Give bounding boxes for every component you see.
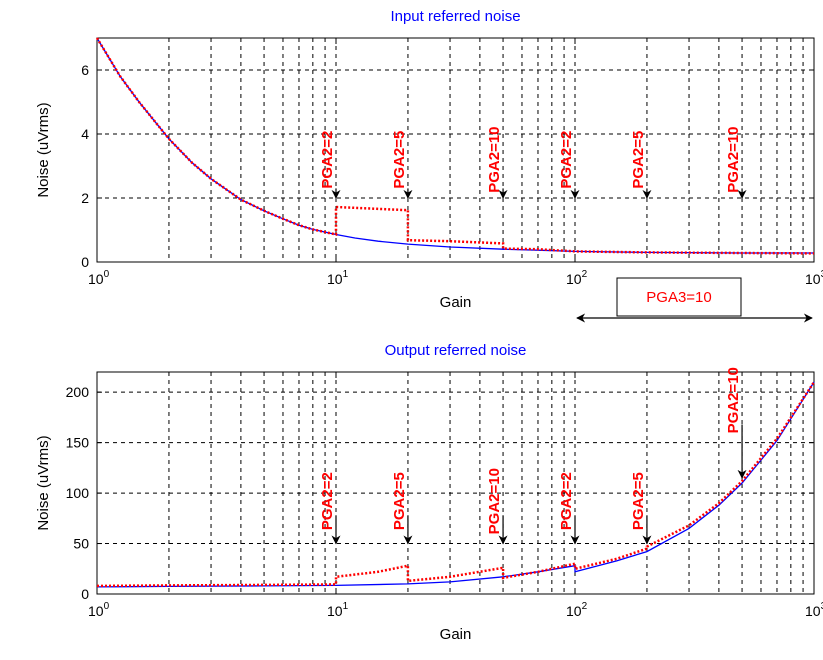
chart-1-series-0-line <box>96 381 815 588</box>
chart-1-annotation-label: PGA2=5 <box>630 472 647 530</box>
chart-0-y-tick-label: 4 <box>81 126 89 142</box>
chart-1-y-tick-label: 200 <box>66 384 90 400</box>
chart-1-title: Output referred noise <box>385 342 527 359</box>
chart-1-plot-area <box>96 371 815 595</box>
chart-0-y-axis-label: Noise (uVrms) <box>35 102 52 197</box>
chart-1-x-tick-label: 101 <box>327 601 349 619</box>
chart-1-annotation-label: PGA2=5 <box>391 472 408 530</box>
chart-0-annotation-label: PGA2=5 <box>630 131 647 189</box>
chart-0-annotation-label: PGA2=10 <box>725 126 742 192</box>
chart-0-x-tick-label: 100 <box>88 269 110 287</box>
chart-0-y-tick-label: 6 <box>81 62 89 78</box>
chart-0-y-tick-label: 0 <box>81 254 89 270</box>
chart-1-y-tick-label: 150 <box>66 435 90 451</box>
chart-1-y-tick-label: 0 <box>81 586 89 602</box>
chart-1-x-axis-label: Gain <box>440 626 472 643</box>
chart-0-x-tick-label: 102 <box>566 269 588 287</box>
chart-1-annotation-label: PGA2=2 <box>558 472 575 530</box>
chart-1-series-1-line <box>96 381 816 588</box>
chart-0-annotation-label: PGA2=2 <box>319 131 336 189</box>
chart-0-title: Input referred noise <box>390 8 520 25</box>
chart-0-x-axis-label: Gain <box>440 294 472 311</box>
chart-1-y-tick-label: 100 <box>66 485 90 501</box>
chart-1-annotation-label: PGA2=10 <box>486 468 503 534</box>
range-marker-box <box>616 277 742 317</box>
chart-0-plot-area <box>96 37 815 263</box>
chart-0-x-tick-label: 101 <box>327 269 349 287</box>
chart-1-y-tick-label: 50 <box>73 536 89 552</box>
chart-1-annotation-label: PGA2=10 <box>725 367 742 433</box>
chart-0-y-tick-label: 2 <box>81 190 89 206</box>
chart-0-x-tick-label: 103 <box>805 269 823 287</box>
chart-1-x-tick-label: 100 <box>88 601 110 619</box>
chart-0-annotation-label: PGA2=10 <box>486 126 503 192</box>
range-marker-label: PGA3=10 <box>646 289 711 306</box>
chart-1-y-axis-label: Noise (uVrms) <box>35 435 52 530</box>
chart-0-annotation-label: PGA2=2 <box>558 131 575 189</box>
chart-0-series-1-line <box>95 37 815 255</box>
chart-1-annotation-label: PGA2=2 <box>319 472 336 530</box>
chart-0-annotation-label: PGA2=5 <box>391 131 408 189</box>
chart-1-x-tick-label: 102 <box>566 601 588 619</box>
chart-1-x-tick-label: 103 <box>805 601 823 619</box>
